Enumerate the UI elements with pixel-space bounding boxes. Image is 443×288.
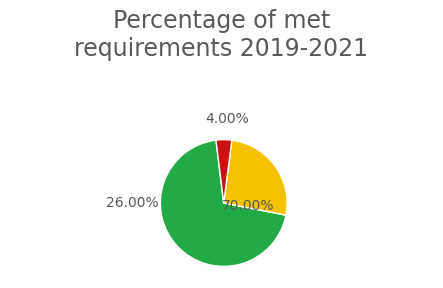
Text: 4.00%: 4.00% bbox=[205, 112, 249, 126]
Text: 26.00%: 26.00% bbox=[105, 196, 158, 210]
Wedge shape bbox=[160, 140, 286, 266]
Wedge shape bbox=[224, 140, 287, 215]
Text: Percentage of met
requirements 2019-2021: Percentage of met requirements 2019-2021 bbox=[74, 9, 369, 61]
Wedge shape bbox=[216, 140, 232, 203]
Text: 70.00%: 70.00% bbox=[222, 199, 274, 213]
